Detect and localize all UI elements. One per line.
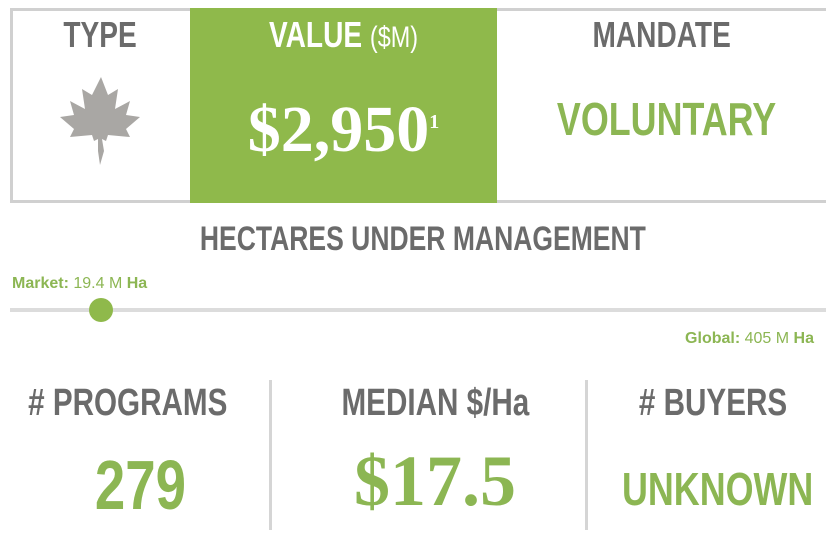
slider-dot xyxy=(89,298,113,322)
market-suffix: Ha xyxy=(126,275,148,292)
global-label: Global: xyxy=(685,330,741,347)
global-unit: M xyxy=(775,330,790,347)
stat-label: # BUYERS xyxy=(600,382,826,425)
text: MANDATE xyxy=(592,14,731,55)
value-label: VALUE ($M) xyxy=(190,14,497,56)
mandate: VOLUNTARY xyxy=(497,92,826,146)
text: # PROGRAMS xyxy=(28,382,228,424)
global-value: 405 xyxy=(744,330,772,347)
stat-value: 279 xyxy=(30,445,250,525)
stat-value: UNKNOWN xyxy=(595,462,826,516)
text: VOLUNTARY xyxy=(557,93,777,145)
text: TYPE xyxy=(63,14,137,55)
value-text: $2,950 xyxy=(247,93,430,166)
global-suffix: Ha xyxy=(793,330,814,347)
value-note: 1 xyxy=(429,111,440,133)
text: UNKNOWN xyxy=(621,463,814,515)
hectares-title: HECTARES UNDER MANAGEMENT xyxy=(0,220,826,259)
market-value: 19.4 xyxy=(73,275,105,292)
leaf-icon xyxy=(60,77,140,165)
leaf xyxy=(60,77,140,165)
market-unit: M xyxy=(108,275,123,292)
value-label-text: VALUE xyxy=(268,14,363,55)
text: # BUYERS xyxy=(638,382,788,424)
mandate-label: MANDATE xyxy=(497,14,826,56)
type-label: TYPE xyxy=(10,14,190,56)
market-label: Market: xyxy=(12,275,69,292)
text: MEDIAN $/Ha xyxy=(341,382,529,424)
market-text: Market: 19.4 M Ha xyxy=(12,275,147,293)
slider-track xyxy=(10,308,826,312)
value: $2,9501 xyxy=(190,92,497,168)
divider xyxy=(269,380,272,530)
global-text: Global: 405 M Ha xyxy=(685,330,814,348)
stat-label: # PROGRAMS xyxy=(0,382,228,425)
text: HECTARES UNDER MANAGEMENT xyxy=(200,220,646,258)
stat-value: $17.5 xyxy=(285,440,585,523)
text: 279 xyxy=(94,446,186,524)
value-box xyxy=(190,8,497,203)
stat-value-text: $17.5 xyxy=(354,441,516,521)
value-unit: ($M) xyxy=(369,21,418,54)
stat-label: MEDIAN $/Ha xyxy=(285,382,585,425)
divider xyxy=(585,380,588,530)
